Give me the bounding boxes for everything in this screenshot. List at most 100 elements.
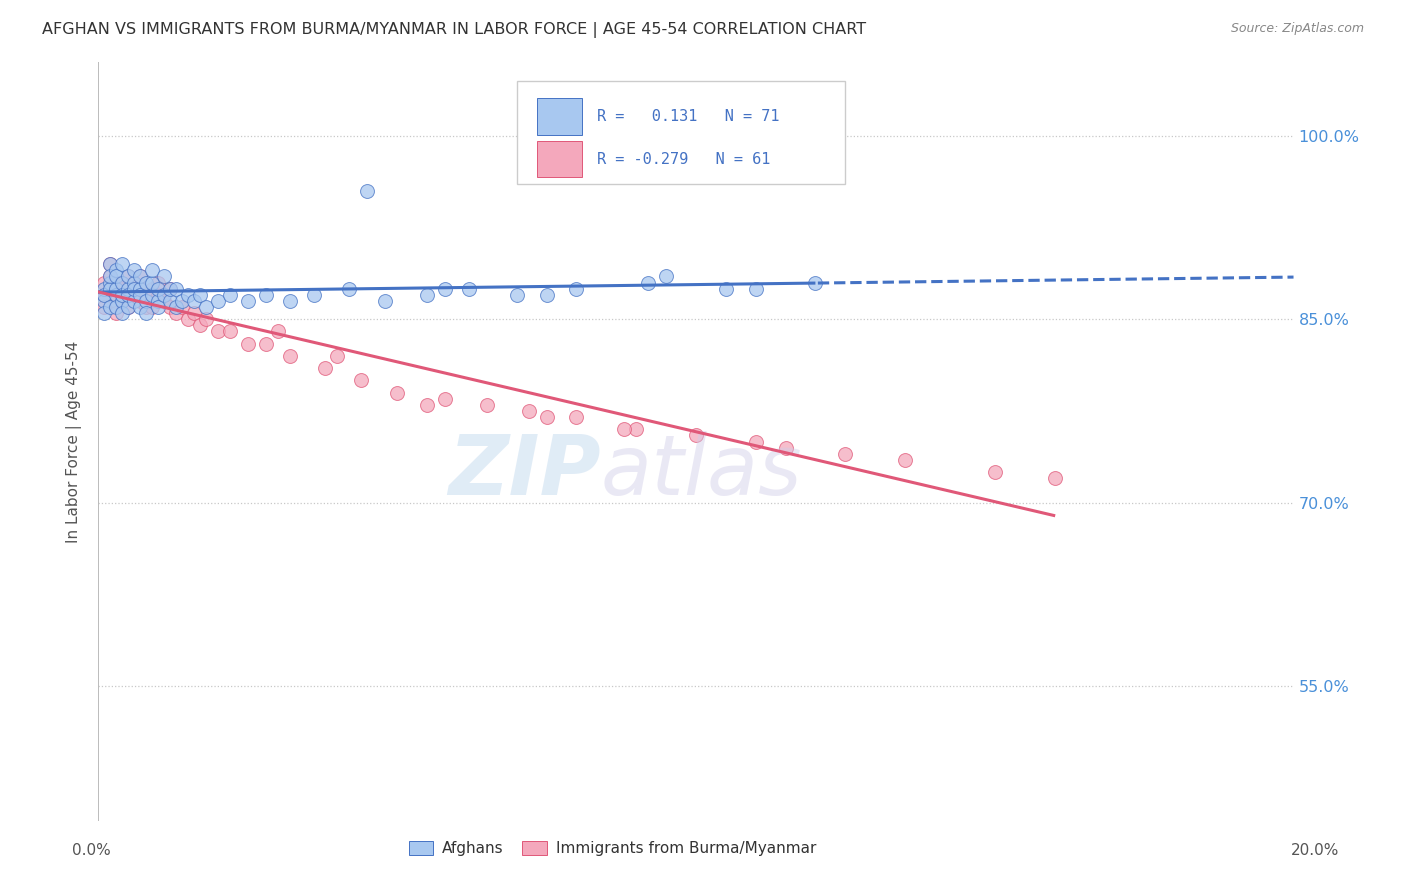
Point <box>458 282 481 296</box>
Point <box>148 287 170 301</box>
Point <box>714 282 737 296</box>
Text: atlas: atlas <box>600 432 801 512</box>
Point <box>188 287 211 301</box>
Point <box>159 282 181 296</box>
Point <box>141 287 163 301</box>
Point <box>135 287 157 301</box>
Point <box>177 287 200 301</box>
Point <box>105 282 128 296</box>
Point <box>984 465 1007 479</box>
Point <box>183 293 205 308</box>
Point <box>315 361 337 376</box>
Point <box>105 269 128 284</box>
Point <box>236 293 259 308</box>
Text: ZIP: ZIP <box>447 432 600 512</box>
Point <box>148 300 170 314</box>
Text: R = -0.279   N = 61: R = -0.279 N = 61 <box>596 152 770 167</box>
Bar <box>537 141 582 178</box>
Point <box>93 293 115 308</box>
Point <box>434 392 457 406</box>
Point <box>1043 471 1066 485</box>
Point <box>637 276 659 290</box>
Point <box>98 300 122 314</box>
Point <box>105 276 128 290</box>
Point <box>93 287 115 301</box>
Point <box>626 422 648 436</box>
Point <box>129 282 152 296</box>
Point <box>894 453 917 467</box>
Point <box>254 287 277 301</box>
Point <box>148 276 170 290</box>
Point <box>165 300 187 314</box>
Point <box>374 293 396 308</box>
Point <box>219 287 242 301</box>
Point <box>93 287 115 301</box>
Point <box>183 306 205 320</box>
Point <box>105 263 128 277</box>
Point <box>129 269 152 284</box>
Point <box>236 336 259 351</box>
Point <box>98 269 122 284</box>
Point <box>98 257 122 271</box>
Point <box>278 293 301 308</box>
Legend: Afghans, Immigrants from Burma/Myanmar: Afghans, Immigrants from Burma/Myanmar <box>402 835 823 863</box>
Point <box>98 282 122 296</box>
Point <box>141 282 163 296</box>
Bar <box>537 98 582 135</box>
Point <box>434 282 457 296</box>
Point <box>506 287 529 301</box>
Point <box>135 293 157 308</box>
FancyBboxPatch shape <box>517 81 845 184</box>
Point <box>98 257 122 271</box>
Point <box>655 269 678 284</box>
Point <box>111 282 134 296</box>
Point <box>148 293 170 308</box>
Point <box>172 300 194 314</box>
Text: AFGHAN VS IMMIGRANTS FROM BURMA/MYANMAR IN LABOR FORCE | AGE 45-54 CORRELATION C: AFGHAN VS IMMIGRANTS FROM BURMA/MYANMAR … <box>42 22 866 38</box>
Point <box>172 293 194 308</box>
Point <box>105 300 128 314</box>
Point <box>804 276 827 290</box>
Point <box>745 434 768 449</box>
Point <box>385 385 409 400</box>
Point <box>685 428 707 442</box>
Point <box>254 336 277 351</box>
Point <box>135 306 157 320</box>
Point <box>124 276 146 290</box>
Text: Source: ZipAtlas.com: Source: ZipAtlas.com <box>1230 22 1364 36</box>
Point <box>111 293 134 308</box>
Point <box>536 287 558 301</box>
Point <box>207 325 229 339</box>
Point <box>219 325 242 339</box>
Point <box>129 269 152 284</box>
Point <box>141 263 163 277</box>
Point <box>124 287 146 301</box>
Point <box>195 300 218 314</box>
Point <box>517 404 540 418</box>
Point <box>105 293 128 308</box>
Point <box>93 276 115 290</box>
Point <box>565 410 588 425</box>
Point <box>165 282 187 296</box>
Point <box>129 282 152 296</box>
Point <box>475 398 498 412</box>
Point <box>177 312 200 326</box>
Point <box>834 447 856 461</box>
Point <box>207 293 229 308</box>
Text: 0.0%: 0.0% <box>72 843 111 858</box>
Point <box>117 269 139 284</box>
Point <box>153 287 176 301</box>
Point <box>339 282 361 296</box>
Point <box>124 263 146 277</box>
Point <box>165 306 187 320</box>
Point <box>111 287 134 301</box>
Point <box>416 398 439 412</box>
Point <box>159 282 181 296</box>
Point <box>111 306 134 320</box>
Point <box>613 422 636 436</box>
Point <box>775 441 797 455</box>
Point <box>105 287 128 301</box>
Point <box>745 282 768 296</box>
Point <box>124 282 146 296</box>
Point <box>153 293 176 308</box>
